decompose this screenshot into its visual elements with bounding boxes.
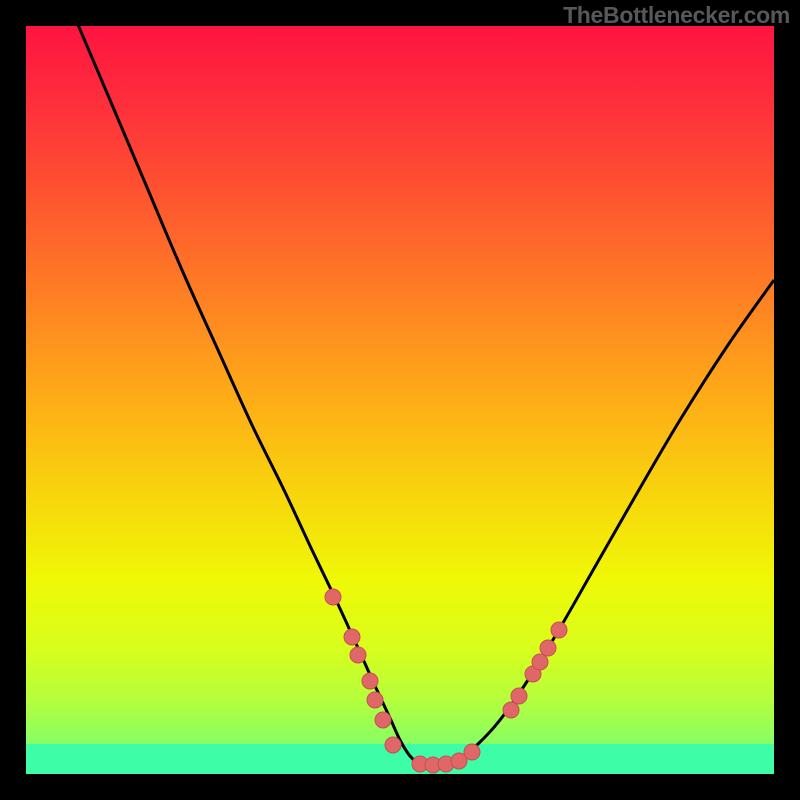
scatter-marker [540,640,556,656]
scatter-marker [362,673,378,689]
scatter-marker [325,589,341,605]
plot-canvas [0,0,800,800]
scatter-marker [385,737,401,753]
scatter-marker [350,647,366,663]
scatter-marker [367,692,383,708]
scatter-marker [511,688,527,704]
gradient-background [26,26,774,774]
scatter-marker [503,702,519,718]
scatter-marker [344,629,360,645]
watermark-text: TheBottlenecker.com [563,2,790,29]
scatter-marker [375,712,391,728]
scatter-marker [532,654,548,670]
scatter-marker [464,744,480,760]
scatter-marker [551,622,567,638]
